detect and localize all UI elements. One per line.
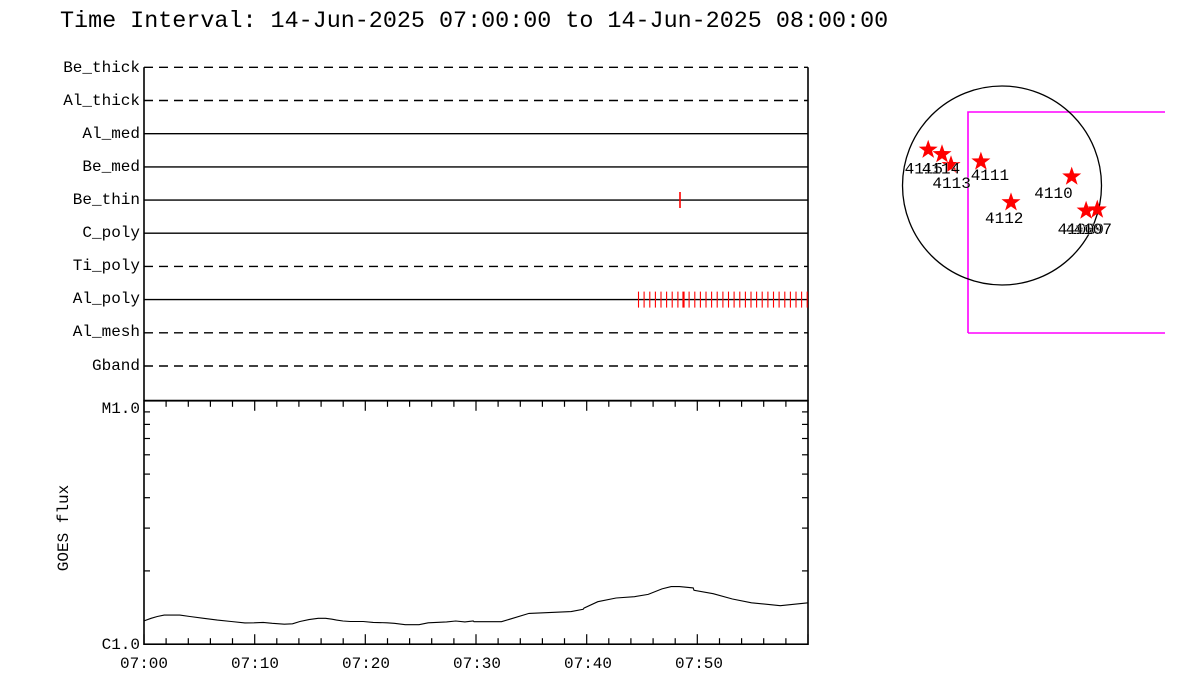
- svg-text:Al_poly: Al_poly: [73, 290, 141, 308]
- svg-text:C_poly: C_poly: [82, 224, 140, 242]
- svg-text:07:00: 07:00: [120, 655, 168, 673]
- svg-text:4110: 4110: [1034, 185, 1072, 203]
- svg-text:Al_med: Al_med: [82, 125, 140, 143]
- svg-text:Be_thick: Be_thick: [63, 59, 140, 77]
- svg-text:Al_mesh: Al_mesh: [73, 323, 140, 341]
- svg-text:Be_thin: Be_thin: [73, 191, 140, 209]
- svg-text:Ti_poly: Ti_poly: [73, 257, 141, 275]
- svg-text:4111: 4111: [971, 167, 1009, 185]
- svg-text:Be_med: Be_med: [82, 158, 140, 176]
- svg-text:4113: 4113: [932, 175, 970, 193]
- svg-text:07:40: 07:40: [564, 655, 612, 673]
- svg-text:07:10: 07:10: [231, 655, 279, 673]
- svg-text:07:20: 07:20: [342, 655, 390, 673]
- svg-text:07:50: 07:50: [675, 655, 723, 673]
- svg-text:4112: 4112: [985, 210, 1023, 228]
- svg-text:Al_thick: Al_thick: [63, 92, 140, 110]
- svg-text:Time Interval: 14-Jun-2025 07:: Time Interval: 14-Jun-2025 07:00:00 to 1…: [60, 9, 888, 35]
- svg-text:M1.0: M1.0: [102, 400, 140, 418]
- svg-text:07:30: 07:30: [453, 655, 501, 673]
- svg-text:4107: 4107: [1074, 221, 1112, 239]
- svg-text:C1.0: C1.0: [102, 636, 140, 654]
- svg-text:Gband: Gband: [92, 357, 140, 375]
- svg-text:GOES flux: GOES flux: [55, 485, 73, 571]
